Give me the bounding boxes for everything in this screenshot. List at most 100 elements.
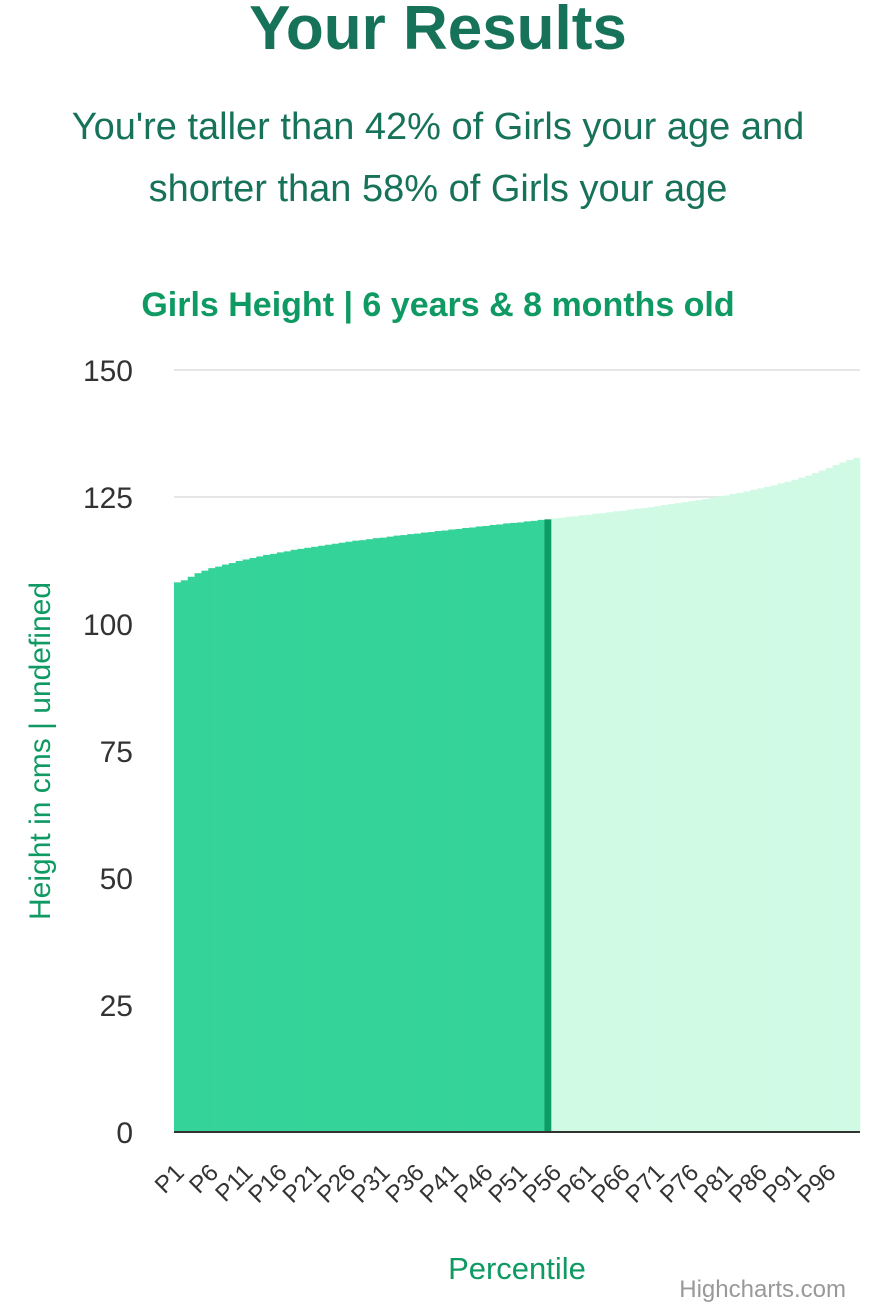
percentile-bar[interactable] <box>215 566 223 1132</box>
percentile-bar[interactable] <box>276 552 285 1132</box>
percentile-bar[interactable] <box>201 570 209 1132</box>
percentile-bar[interactable] <box>468 527 477 1132</box>
percentile-bar[interactable] <box>695 500 703 1133</box>
percentile-bar[interactable] <box>667 504 676 1132</box>
percentile-bar[interactable] <box>613 511 621 1132</box>
percentile-bar[interactable] <box>407 534 415 1132</box>
percentile-bar[interactable] <box>558 517 566 1132</box>
percentile-bar[interactable] <box>729 493 737 1132</box>
percentile-bar[interactable] <box>194 573 202 1132</box>
percentile-bar[interactable] <box>489 524 497 1132</box>
percentile-bar[interactable] <box>297 548 305 1132</box>
percentile-bar[interactable] <box>414 533 422 1132</box>
percentile-bar[interactable] <box>256 556 264 1132</box>
percentile-bar[interactable] <box>174 582 182 1132</box>
percentile-bar[interactable] <box>448 529 456 1132</box>
percentile-bar[interactable] <box>249 557 257 1132</box>
percentile-bar[interactable] <box>523 521 532 1132</box>
percentile-bar[interactable] <box>393 535 401 1132</box>
percentile-bar[interactable] <box>366 539 374 1132</box>
percentile-bar[interactable] <box>825 468 833 1132</box>
percentile-bar[interactable] <box>811 473 820 1132</box>
percentile-bar[interactable] <box>530 520 538 1132</box>
percentile-bar[interactable] <box>537 519 545 1132</box>
percentile-bar[interactable] <box>633 508 641 1133</box>
percentile-bar[interactable] <box>743 491 751 1132</box>
percentile-bar[interactable] <box>263 554 271 1132</box>
percentile-bar[interactable] <box>757 488 765 1132</box>
percentile-bar[interactable] <box>496 524 504 1132</box>
percentile-bar[interactable] <box>571 516 580 1132</box>
percentile-bar[interactable] <box>599 513 607 1132</box>
current-percentile-bar[interactable] <box>544 519 552 1132</box>
percentile-bar[interactable] <box>846 459 854 1132</box>
percentile-bar[interactable] <box>482 525 490 1132</box>
percentile-bar[interactable] <box>777 483 785 1132</box>
percentile-bar[interactable] <box>791 479 799 1132</box>
percentile-bar[interactable] <box>304 547 312 1132</box>
percentile-bar[interactable] <box>736 492 744 1132</box>
percentile-bar[interactable] <box>853 457 861 1132</box>
percentile-bar[interactable] <box>681 502 689 1133</box>
percentile-bar[interactable] <box>839 462 847 1132</box>
percentile-bar[interactable] <box>722 495 730 1132</box>
percentile-bar[interactable] <box>372 538 381 1132</box>
percentile-bar[interactable] <box>208 568 216 1132</box>
percentile-bar[interactable] <box>619 510 628 1132</box>
percentile-bar[interactable] <box>763 486 772 1133</box>
percentile-bar[interactable] <box>510 522 518 1132</box>
percentile-bar[interactable] <box>565 516 573 1132</box>
percentile-bar[interactable] <box>702 499 710 1133</box>
highcharts-credit-link[interactable]: Highcharts.com <box>679 1276 846 1303</box>
percentile-bar[interactable] <box>434 531 442 1132</box>
percentile-bar[interactable] <box>235 561 243 1132</box>
percentile-bar[interactable] <box>674 503 682 1132</box>
percentile-bar[interactable] <box>359 540 367 1132</box>
percentile-bar[interactable] <box>578 515 586 1132</box>
percentile-bar[interactable] <box>592 513 600 1132</box>
percentile-bar[interactable] <box>331 543 339 1132</box>
percentile-bar[interactable] <box>832 464 840 1133</box>
percentile-bar[interactable] <box>311 546 319 1132</box>
percentile-bar[interactable] <box>187 576 195 1132</box>
percentile-bar[interactable] <box>784 481 792 1132</box>
percentile-bar[interactable] <box>551 518 559 1132</box>
percentile-bar[interactable] <box>750 489 758 1132</box>
percentile-bar[interactable] <box>626 509 634 1132</box>
percentile-bar[interactable] <box>805 475 813 1132</box>
percentile-bar[interactable] <box>228 563 237 1132</box>
percentile-bar[interactable] <box>318 545 326 1132</box>
percentile-bar[interactable] <box>818 470 826 1133</box>
percentile-bar[interactable] <box>283 551 291 1132</box>
percentile-bar[interactable] <box>427 532 435 1132</box>
percentile-bar[interactable] <box>386 536 394 1132</box>
percentile-bar[interactable] <box>400 535 408 1132</box>
percentile-bar[interactable] <box>379 537 387 1132</box>
percentile-bar[interactable] <box>654 506 662 1132</box>
percentile-bar[interactable] <box>647 507 655 1132</box>
percentile-bar[interactable] <box>462 527 470 1132</box>
percentile-bar[interactable] <box>585 514 593 1132</box>
percentile-bar[interactable] <box>606 512 614 1132</box>
percentile-bar[interactable] <box>709 497 717 1132</box>
percentile-bar[interactable] <box>640 508 648 1132</box>
percentile-bar[interactable] <box>503 523 511 1132</box>
percentile-bar[interactable] <box>517 522 525 1132</box>
percentile-bar[interactable] <box>770 485 778 1132</box>
percentile-bar[interactable] <box>475 526 483 1132</box>
percentile-bar[interactable] <box>420 532 429 1132</box>
percentile-bar[interactable] <box>455 529 463 1132</box>
percentile-bar[interactable] <box>352 540 360 1132</box>
percentile-bar[interactable] <box>661 505 669 1132</box>
percentile-bar[interactable] <box>242 559 250 1132</box>
percentile-bar[interactable] <box>441 530 449 1132</box>
percentile-bar[interactable] <box>798 477 806 1132</box>
percentile-bar[interactable] <box>338 542 346 1132</box>
percentile-bar[interactable] <box>180 580 189 1132</box>
percentile-bar[interactable] <box>715 496 724 1132</box>
percentile-bar[interactable] <box>345 541 353 1132</box>
percentile-bar[interactable] <box>290 549 298 1132</box>
percentile-bar[interactable] <box>222 564 230 1132</box>
percentile-bar[interactable] <box>688 501 696 1133</box>
percentile-bar[interactable] <box>270 553 278 1132</box>
